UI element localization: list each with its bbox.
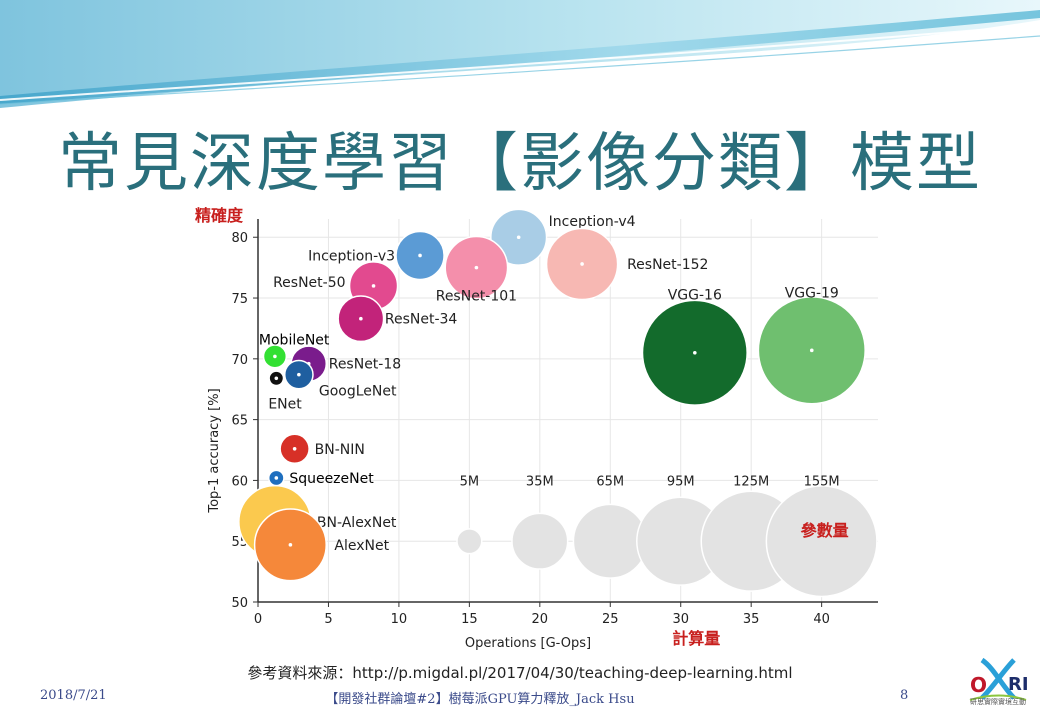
data-label: ResNet-34 [385,312,458,328]
bubble-chart: 0 5 10 15 20 25 30 35 4050556065707580Operations… [195,206,878,651]
y-tick-label: 75 [231,292,248,307]
y-tick-label: 70 [231,353,248,368]
page-number: 8 [900,688,909,703]
svg-text:O: O [970,673,987,697]
data-bubble-center [474,265,479,270]
y-tick-label: 65 [231,414,248,429]
data-bubble-center [516,235,521,240]
data-bubble-center [418,253,422,258]
data-bubble-center [580,262,584,266]
x-tick-label: 5 [324,612,332,627]
data-label: BN-NIN [315,442,365,458]
data-bubble-center [693,350,697,355]
logo-subtitle: 研思實際實境互動 [970,698,1026,706]
footer-date: 2018/7/21 [40,688,107,703]
header-wave-decoration [0,0,1040,108]
data-label: ResNet-18 [329,357,401,373]
data-bubble-center [292,447,297,451]
data-label: VGG-19 [785,285,839,301]
x-tick-label: 0 [254,612,262,627]
data-label: ResNet-152 [627,257,708,273]
data-bubble-center [288,543,293,547]
y-tick-label: 50 [231,596,248,611]
x-axis-label-cn: 計算量 [672,629,720,648]
x-tick-label: 15 [461,612,478,627]
size-legend-title-cn: 參數量 [801,521,849,540]
data-label: ENet [268,396,302,412]
svg-text:RI: RI [1008,674,1029,695]
y-tick-label: 60 [231,474,248,489]
data-bubble-center [809,348,814,353]
x-tick-label: 40 [813,612,830,627]
oxri-logo: O RI [969,657,1029,701]
data-label: GoogLeNet [319,384,397,400]
size-legend-label: 155M [804,474,840,489]
page-title: 常見深度學習【影像分類】模型 [58,127,982,201]
y-tick-label: 80 [231,231,248,246]
data-bubble-center [274,476,279,480]
data-bubble-center [273,354,277,359]
size-legend-label: 95M [667,474,695,489]
y-axis-label-cn: 精確度 [195,206,244,225]
size-legend-label: 65M [596,474,624,489]
size-legend-bubble [456,528,483,555]
data-label: VGG-16 [668,288,722,304]
data-bubble-center [297,372,301,377]
data-bubble-center [371,284,376,288]
x-tick-label: 35 [743,612,760,627]
source-citation: 參考資料來源：http://p.migdal.pl/2017/04/30/tea… [247,664,793,682]
data-bubble-center [359,316,363,321]
size-legend-label: 35M [526,474,554,489]
size-legend-label: 125M [733,474,769,489]
data-label: AlexNet [334,538,389,554]
data-bubble-center [274,376,279,381]
data-label: Inception-v3 [308,248,395,264]
size-legend-label: 5M [460,474,480,489]
footer-title: 【開發社群論壇#2】樹莓派GPU算力釋放_Jack Hsu [325,692,635,707]
data-label: ResNet-101 [436,289,517,305]
x-tick-label: 10 [391,612,408,627]
x-tick-label: 20 [532,612,549,627]
size-legend-bubble [765,485,878,598]
x-axis-label: Operations [G-Ops] [465,636,591,651]
data-label: ResNet-50 [273,275,345,291]
x-tick-label: 30 [672,612,689,627]
data-label: BN-AlexNet [317,515,397,531]
chart-panel: 0 5 10 15 20 25 30 35 40 50 55 60 65 70 75 80 Operations… [190,197,900,657]
data-label: Inception-v4 [549,214,636,230]
size-legend-bubble [511,512,569,570]
x-tick-label: 25 [602,612,619,627]
data-label: SqueezeNet [289,471,374,487]
y-axis-label: Top-1 accuracy [%] [207,388,222,513]
data-label: MobileNet [259,332,330,348]
